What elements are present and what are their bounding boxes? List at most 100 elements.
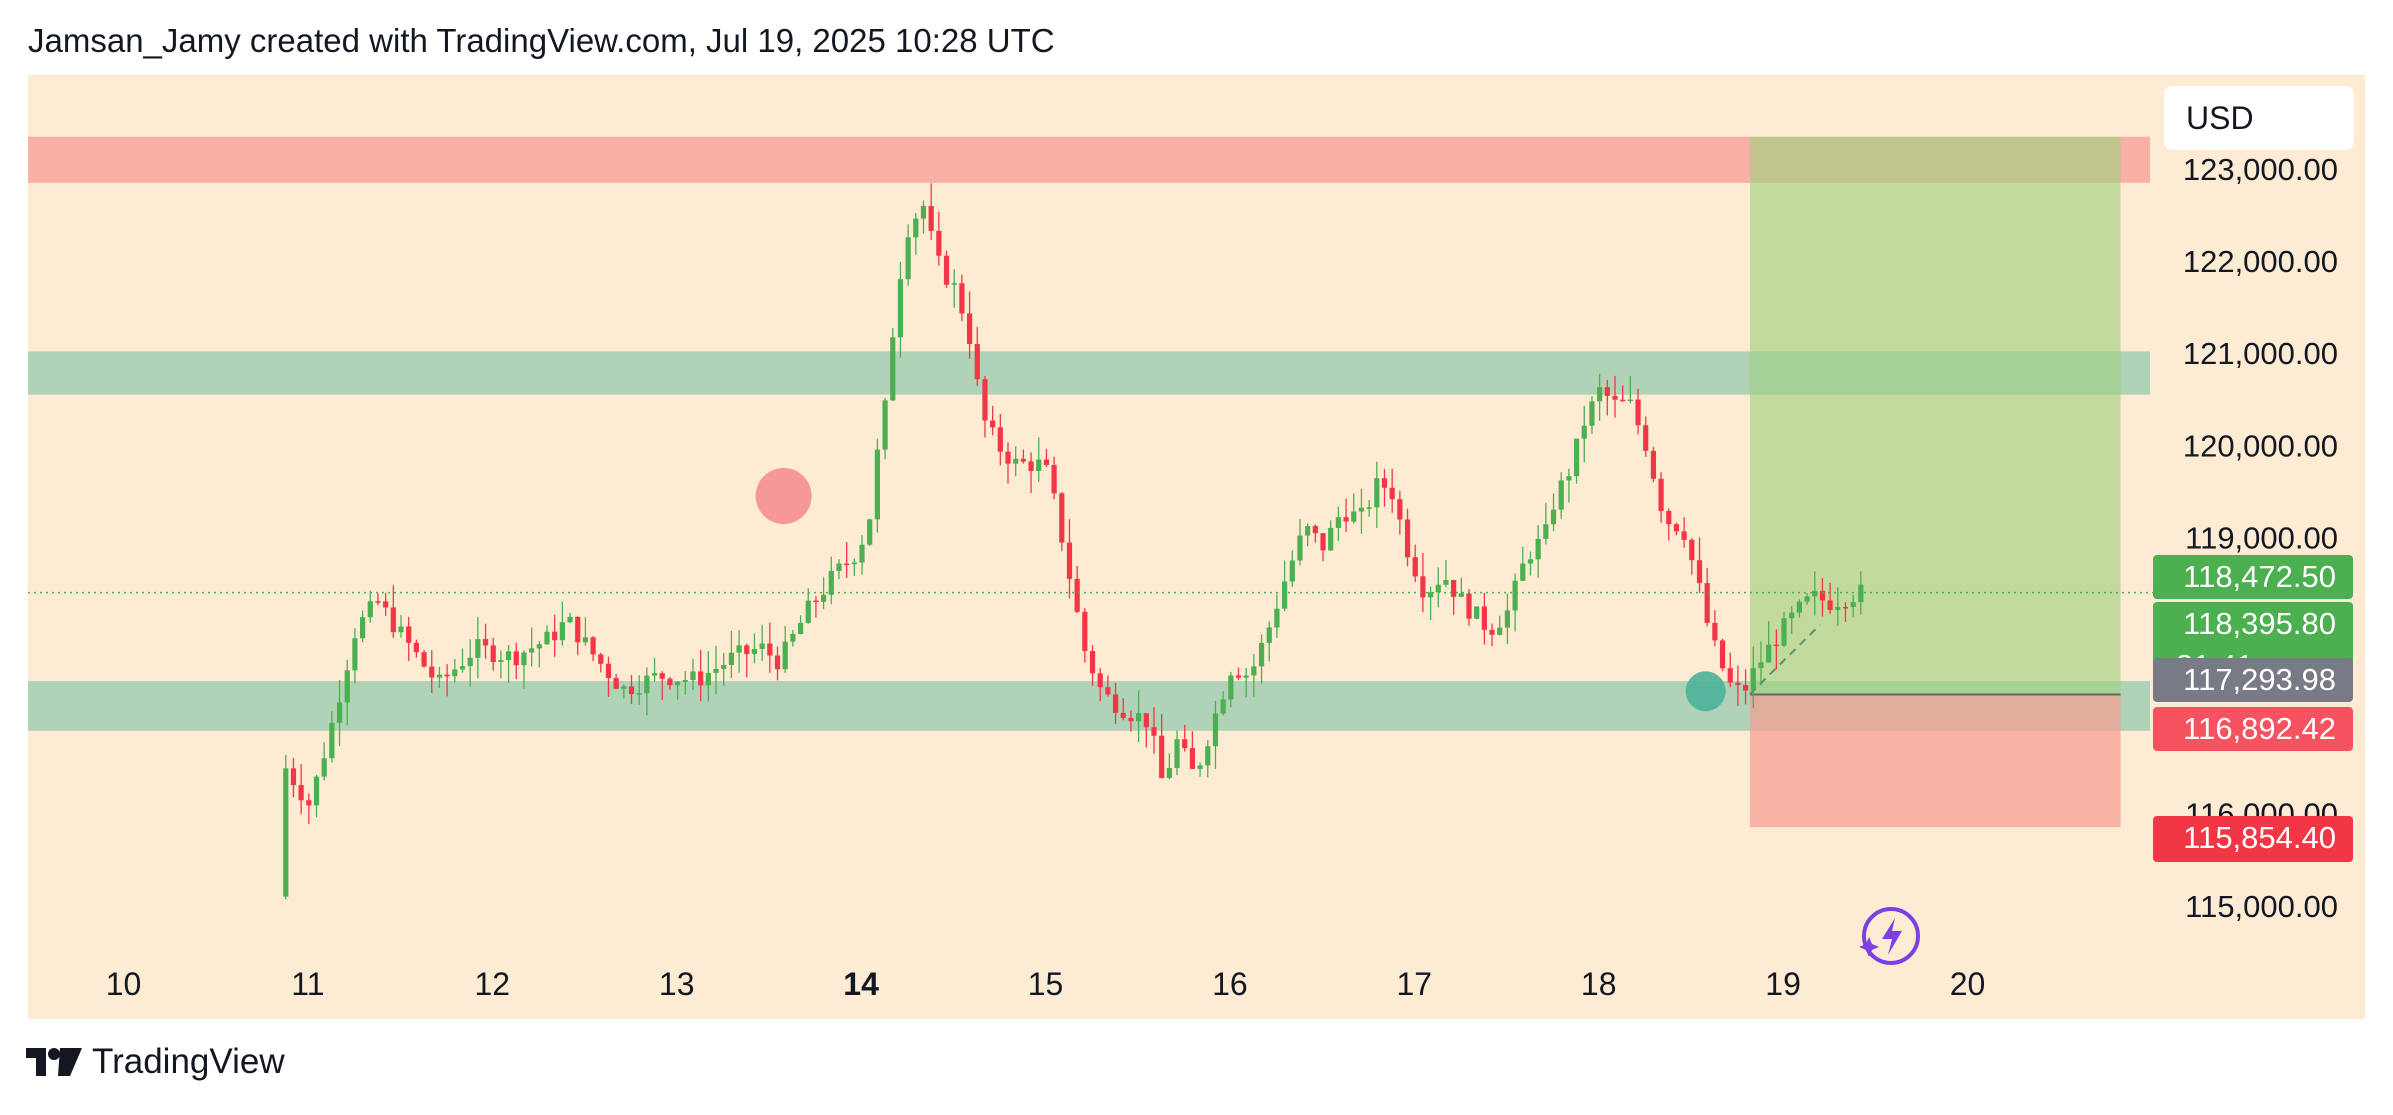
candle [1420, 552, 1426, 613]
candle [559, 601, 565, 646]
candle [698, 649, 704, 702]
candle-body [1358, 507, 1365, 512]
candle-body [490, 645, 496, 663]
candle [336, 679, 343, 747]
candle [851, 558, 857, 576]
candle-body [1842, 606, 1849, 609]
candle [1743, 669, 1749, 705]
footer-brand[interactable]: TradingView [26, 1042, 285, 1082]
candle-body [1051, 464, 1057, 494]
candle-body [1489, 629, 1495, 635]
candle-body [728, 652, 735, 665]
candle-body [767, 643, 773, 656]
candle [1435, 567, 1441, 608]
price-label-text: 117,293.98 [2183, 662, 2336, 697]
candle-body [1735, 682, 1741, 686]
candle [728, 630, 735, 679]
candle [406, 616, 412, 662]
price-label-text: 118,472.50 [2183, 559, 2336, 594]
price-label-box: 115,854.40 [2153, 816, 2353, 862]
candle-body [1620, 399, 1626, 402]
candle-body [567, 616, 573, 623]
candle-body [521, 652, 527, 666]
candle-body [1136, 713, 1142, 722]
candle-body [1312, 526, 1318, 534]
candle-body [1719, 640, 1726, 669]
candle [1589, 396, 1595, 434]
candle-body [1197, 765, 1203, 769]
candle [667, 677, 673, 690]
candle [966, 291, 973, 359]
candle [874, 438, 880, 533]
marker-red-circle[interactable] [755, 467, 812, 524]
candle [1650, 446, 1657, 483]
candle [1466, 589, 1472, 626]
candle [1412, 544, 1418, 583]
candle [990, 405, 996, 436]
ai-assistant-icon[interactable] [1859, 907, 1920, 965]
candle [821, 577, 827, 610]
candle-body [1120, 712, 1126, 718]
candle [1520, 546, 1526, 582]
price-label-text: 115,854.40 [2183, 820, 2336, 855]
candle [882, 397, 888, 460]
candle [1489, 623, 1495, 647]
candle-body [1182, 739, 1188, 749]
candle [1835, 587, 1841, 626]
candle [759, 624, 765, 662]
candle [1443, 559, 1449, 587]
candle [421, 650, 427, 668]
candle [552, 614, 558, 657]
candle-body [1397, 499, 1403, 520]
candle-body [1504, 610, 1511, 628]
candle-body [1282, 581, 1288, 609]
candle [1404, 508, 1411, 567]
candle [867, 518, 873, 547]
candle-body [943, 255, 950, 285]
trend-sketch-line[interactable] [1749, 624, 1821, 695]
currency-selector[interactable]: USD [2164, 86, 2354, 150]
candle [1328, 520, 1334, 552]
price-chart[interactable]: 10 11 12 13 14 15 16 17 18 19 20 123,000.00 122,000… [28, 75, 2365, 1019]
candle [936, 211, 942, 266]
candle-body [1212, 713, 1219, 747]
candle-body [1566, 476, 1572, 481]
chart-area[interactable]: 10 11 12 13 14 15 16 17 18 19 20 123,000.00 122,000… [28, 75, 2365, 1019]
candle-body [1658, 478, 1664, 511]
candle [1235, 667, 1242, 681]
candle-body [1151, 727, 1157, 736]
candle [1151, 706, 1157, 754]
candle [298, 764, 304, 815]
candle [959, 274, 965, 322]
candle-body [552, 631, 558, 641]
candle [1258, 634, 1265, 685]
candle [1282, 560, 1288, 612]
candle-body [628, 686, 635, 695]
y-tick-label: 121,000.00 [2183, 336, 2338, 371]
candle [1397, 490, 1403, 535]
candle-body [1297, 535, 1303, 561]
candle [1427, 586, 1434, 621]
candle-body [1558, 480, 1564, 510]
marker-teal-circle[interactable] [1685, 671, 1726, 712]
candle [598, 652, 604, 673]
candle-body [913, 218, 919, 238]
candle-body [759, 643, 765, 650]
candle [1097, 668, 1103, 702]
candle-body [882, 400, 888, 450]
x-tick-label: 12 [475, 966, 511, 1002]
position-stop-zone[interactable] [1749, 694, 2121, 828]
candle-body [621, 686, 627, 689]
candle [1005, 442, 1011, 484]
candle [690, 658, 696, 691]
candle-body [1604, 387, 1610, 396]
position-target-zone[interactable] [1749, 136, 2121, 695]
candle-body [1266, 627, 1272, 643]
candle-body [336, 702, 343, 723]
candle [413, 639, 419, 658]
candle-body [1796, 601, 1802, 613]
candle [813, 596, 819, 618]
candle [467, 639, 473, 687]
candle-body [874, 449, 880, 520]
overlays-layer [28, 467, 2158, 712]
